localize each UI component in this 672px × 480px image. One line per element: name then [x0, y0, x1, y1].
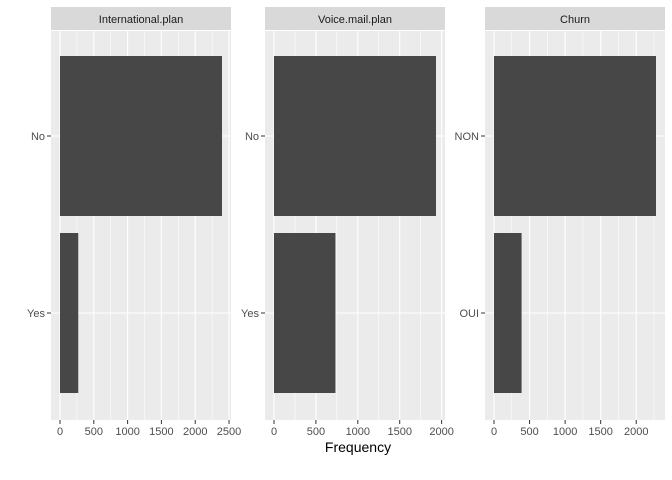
facet-title: International.plan	[99, 14, 183, 26]
x-tick-label: 0	[271, 426, 277, 438]
bar-oui	[494, 233, 522, 393]
bar-yes	[274, 233, 336, 393]
x-tick-label: 2000	[183, 426, 207, 438]
facet-title: Voice.mail.plan	[318, 14, 392, 26]
y-tick-label: OUI	[459, 308, 479, 320]
x-tick-label: 1500	[387, 426, 411, 438]
y-tick-label: Yes	[27, 308, 45, 320]
y-tick-label: NON	[455, 131, 480, 143]
x-tick-label: 2500	[217, 426, 241, 438]
facet-strip	[51, 7, 231, 30]
y-tick-label: No	[245, 131, 259, 143]
x-tick-label: 2000	[429, 426, 453, 438]
x-tick-label: 500	[307, 426, 325, 438]
facet-title: Churn	[560, 14, 590, 26]
x-tick-label: 500	[520, 426, 538, 438]
x-tick-label: 1000	[115, 426, 139, 438]
x-tick-label: 500	[85, 426, 103, 438]
bar-yes	[60, 233, 79, 393]
x-tick-label: 0	[491, 426, 497, 438]
x-tick-label: 1000	[346, 426, 370, 438]
x-tick-label: 2000	[624, 426, 648, 438]
y-tick-label: No	[31, 131, 45, 143]
bar-no	[60, 56, 222, 216]
x-tick-label: 0	[57, 426, 63, 438]
x-tick-label: 1500	[149, 426, 173, 438]
bar-non	[494, 56, 656, 216]
bar-no	[274, 56, 436, 216]
x-tick-label: 1500	[588, 426, 612, 438]
y-tick-label: Yes	[241, 308, 259, 320]
facet-strip	[265, 7, 445, 30]
facet-strip	[485, 7, 665, 30]
x-tick-label: 1000	[553, 426, 577, 438]
x-axis-title: Frequency	[325, 439, 391, 455]
